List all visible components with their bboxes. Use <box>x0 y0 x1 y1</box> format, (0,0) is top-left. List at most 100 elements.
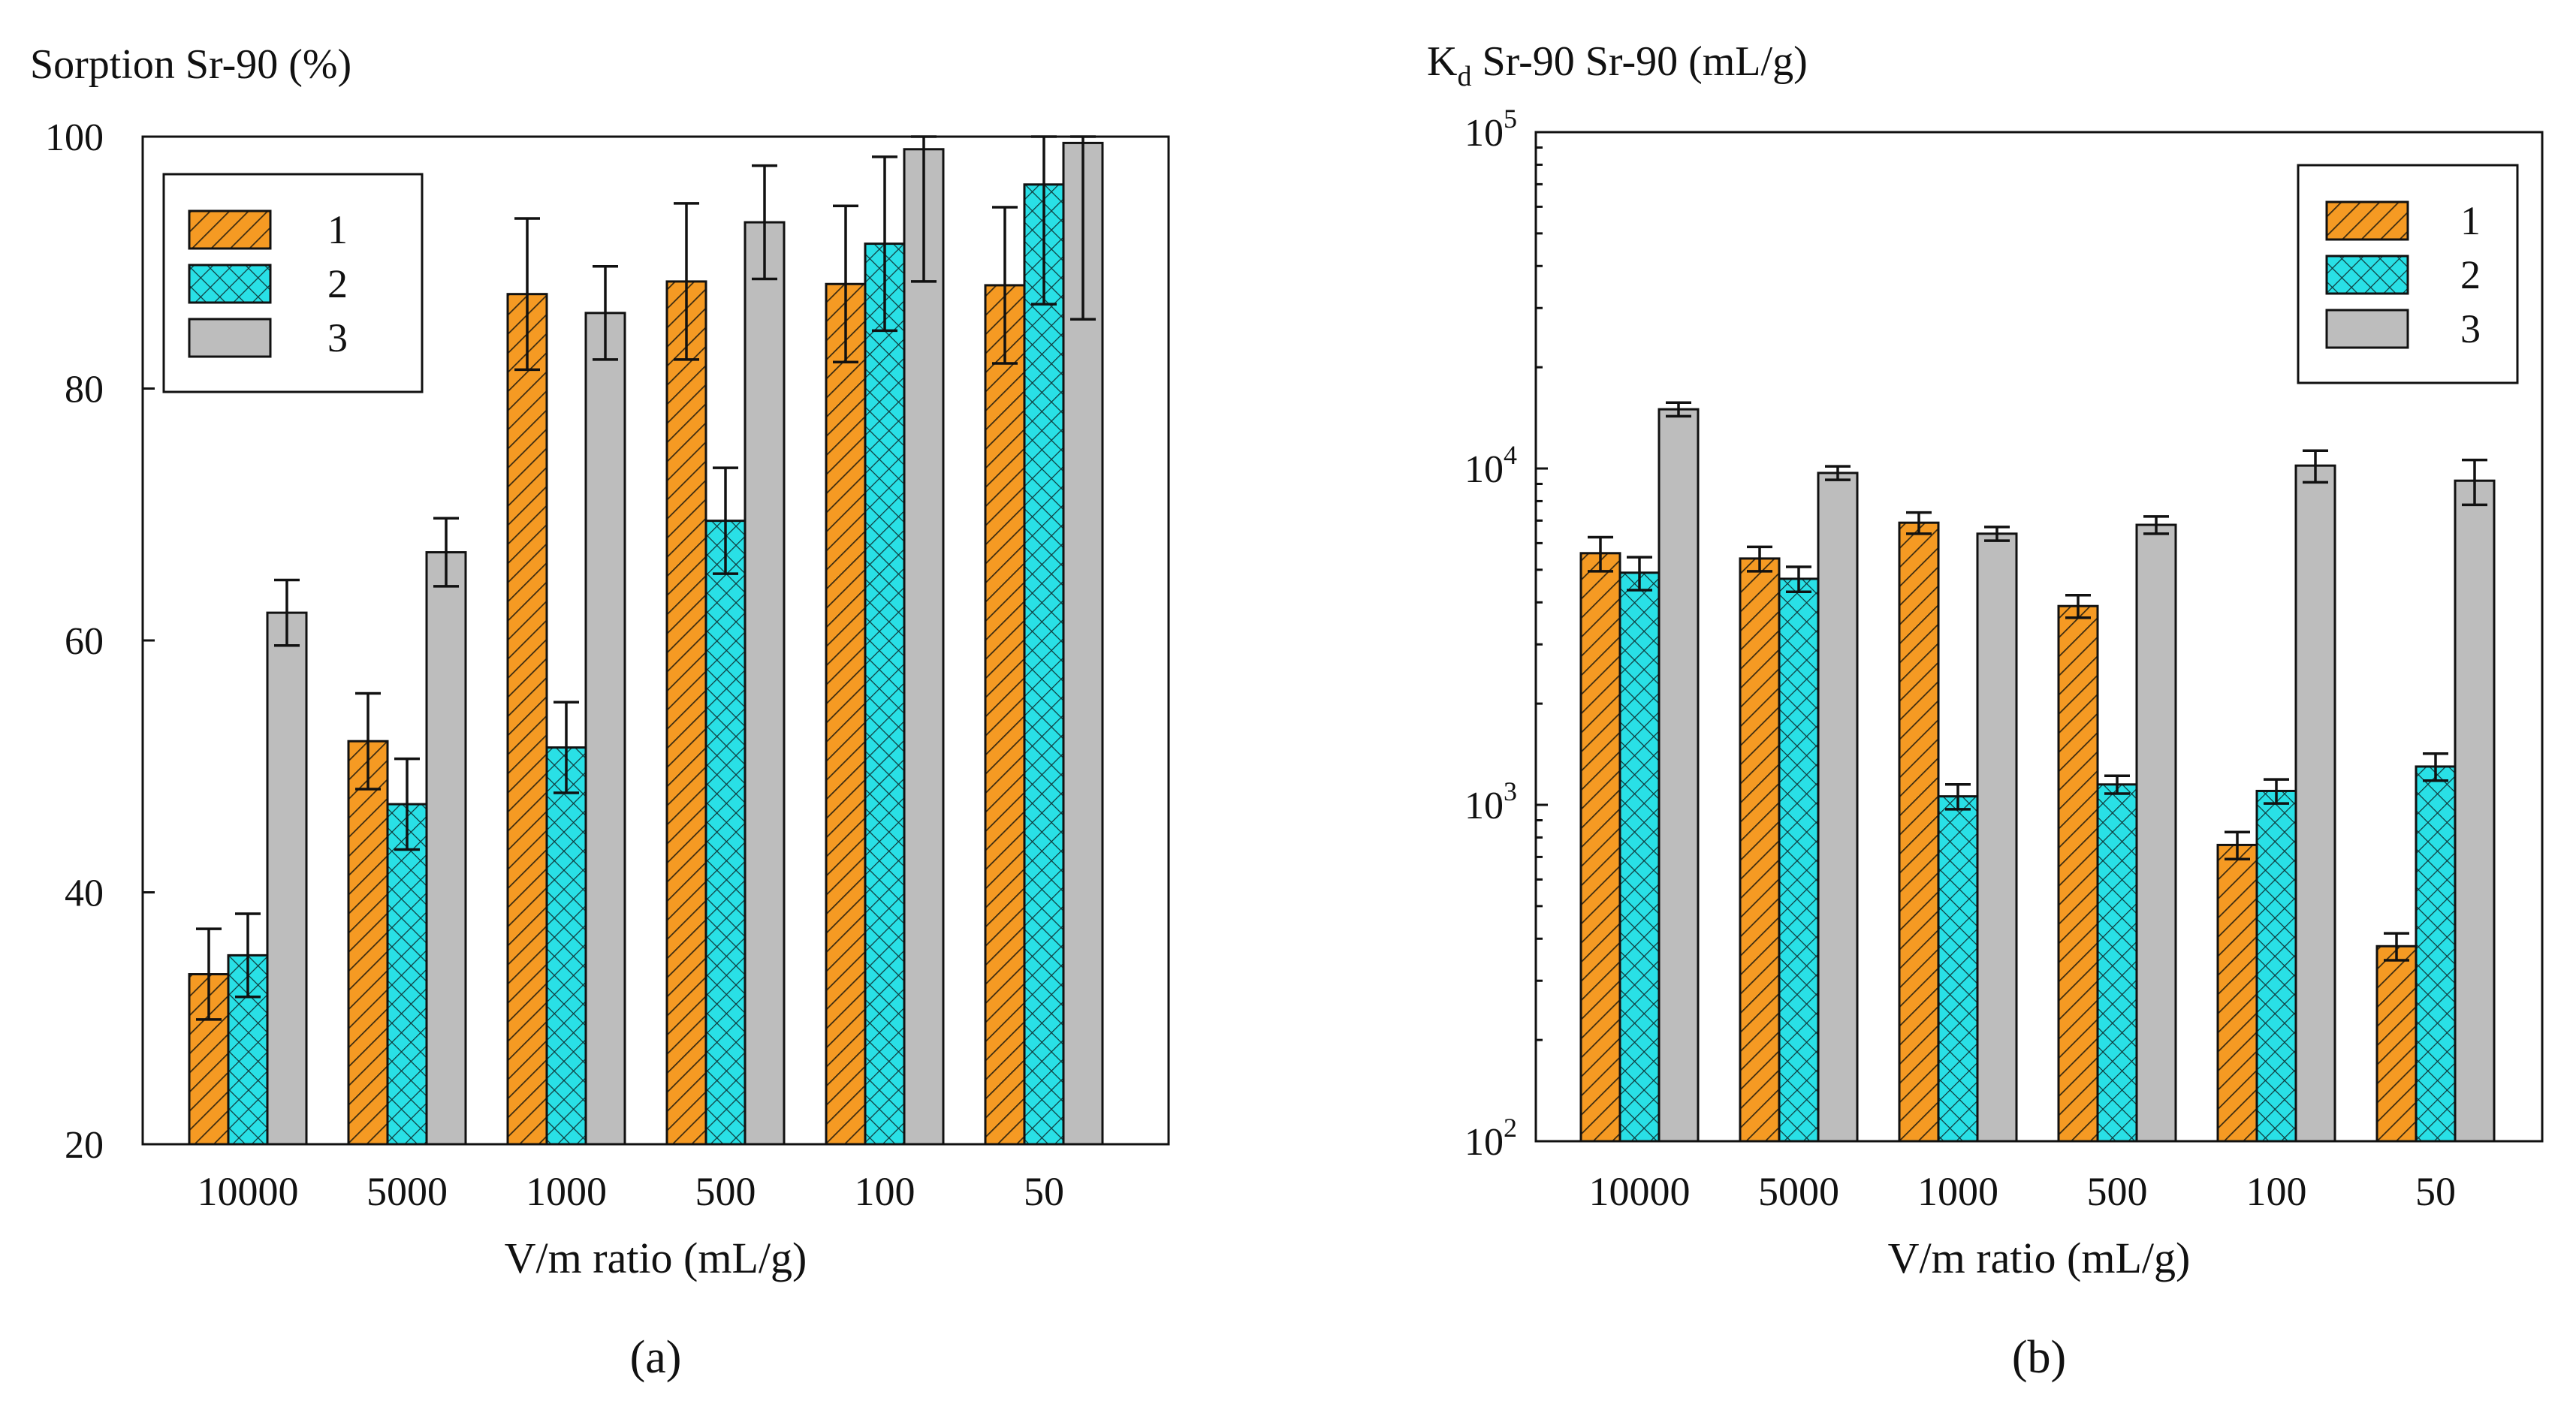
chart-b-bars <box>1579 401 2496 1143</box>
chart-a-error-bar-series-3-10000 <box>274 578 300 647</box>
chart-a-y-tick-label: 40 <box>65 872 104 915</box>
chart-b-y-tick-label: 104 <box>1464 440 1517 491</box>
chart-a-x-tick-label: 500 <box>695 1169 756 1214</box>
chart-b-bar-series-3-1000 <box>1976 532 2018 1143</box>
chart-b-title-sub: d <box>1457 61 1471 92</box>
chart-b-error-bar-series-3-5000 <box>1825 465 1851 481</box>
chart-a-bar-series-3-100 <box>903 148 945 1146</box>
legend-a-swatch-2 <box>188 264 272 304</box>
legend-a-label-2: 2 <box>327 261 348 306</box>
chart-b-bar-series-1-5000 <box>1739 557 1781 1143</box>
chart-b-error-bar-series-3-100 <box>2303 449 2328 484</box>
chart-a-y-ticks: 20 40 60 80 100 <box>45 116 155 1167</box>
chart-a-error-bar-series-3-5000 <box>433 517 459 588</box>
chart-a-error-bar-series-2-100 <box>872 155 897 333</box>
chart-b-title: Kd Sr-90 Sr-90 (mL/g) <box>1427 38 1808 92</box>
legend-b-label-3: 3 <box>2460 306 2481 351</box>
chart-b-bar-series-1-500 <box>2057 604 2099 1143</box>
chart-b-bar-series-2-100 <box>2255 789 2297 1143</box>
chart-a-bar-series-3-1000 <box>584 312 626 1146</box>
chart-b-x-axis-label: V/m ratio (mL/g) <box>1888 1234 2191 1282</box>
chart-a-x-tick-label: 1000 <box>526 1169 607 1214</box>
chart-b-y-tick-label: 102 <box>1464 1113 1517 1164</box>
chart-b-x-tick-label: 50 <box>2415 1169 2456 1214</box>
chart-b-y-tick-base: 10 <box>1464 785 1504 827</box>
chart-a: Sorption Sr-90 (%) 20 40 60 80 100 10000 5000… <box>30 41 1170 1383</box>
chart-a-bar-series-2-50 <box>1023 183 1065 1146</box>
chart-b-x-tick-label: 500 <box>2087 1169 2148 1214</box>
chart-a-bar-series-1-100 <box>825 282 867 1146</box>
legend-a-swatch-3 <box>188 318 272 358</box>
chart-a-bar-series-2-5000 <box>386 803 428 1146</box>
chart-b-y-tick-base: 10 <box>1464 448 1504 491</box>
chart-b-bar-series-1-50 <box>2375 945 2418 1143</box>
legend-b-swatch-1 <box>2325 200 2409 241</box>
chart-b-error-bar-series-1-100 <box>2225 830 2250 860</box>
chart-b-y-tick-exp: 3 <box>1504 776 1517 806</box>
chart-b-y-tick-label: 105 <box>1464 104 1517 155</box>
legend-b-swatch-3 <box>2325 309 2409 349</box>
chart-a-bars <box>188 135 1104 1146</box>
chart-a-error-bar-series-1-1000 <box>514 217 540 372</box>
chart-a-bar-series-1-5000 <box>347 740 389 1146</box>
legend-b-swatch-2 <box>2325 255 2409 295</box>
chart-b-error-bar-series-3-500 <box>2143 515 2169 535</box>
legend-b-label-1: 1 <box>2460 198 2481 243</box>
chart-a-error-bar-series-1-50 <box>992 206 1018 365</box>
chart-b-bar-series-1-10000 <box>1579 552 1621 1143</box>
chart-a-legend: 1 2 3 <box>162 173 424 393</box>
legend-a-swatch-1 <box>188 209 272 250</box>
chart-b-legend-frame <box>2297 164 2519 384</box>
chart-a-error-bar-series-2-1000 <box>554 700 579 794</box>
chart-a-bar-series-1-500 <box>665 280 707 1146</box>
chart-a-bar-series-1-1000 <box>506 293 548 1146</box>
chart-a-error-bar-series-1-10000 <box>196 927 222 1021</box>
chart-b-bar-series-3-10000 <box>1658 408 1700 1143</box>
chart-b-error-bar-series-1-5000 <box>1747 545 1772 573</box>
chart-b-y-tick-exp: 5 <box>1504 104 1517 134</box>
chart-a-bar-series-2-1000 <box>545 746 587 1146</box>
chart-a-bar-series-2-100 <box>864 243 906 1146</box>
chart-b-bar-series-2-500 <box>2096 783 2138 1143</box>
chart-b-error-bar-series-3-1000 <box>1984 526 2010 542</box>
chart-b-error-bar-series-1-50 <box>2384 932 2409 962</box>
chart-b-error-bar-series-2-1000 <box>1945 783 1971 811</box>
chart-b-error-bar-series-3-50 <box>2462 458 2487 507</box>
chart-a-error-bar-series-3-500 <box>752 164 777 281</box>
chart-b-bar-series-1-1000 <box>1898 521 1940 1143</box>
chart-b-error-bar-series-2-50 <box>2423 752 2448 782</box>
chart-a-error-bar-series-1-500 <box>674 202 699 361</box>
chart-b-title-main: K <box>1427 38 1457 85</box>
chart-b-error-bar-series-2-10000 <box>1627 556 1652 592</box>
chart-b-y-tick-base: 10 <box>1464 1121 1504 1164</box>
chart-a-panel-label: (a) <box>630 1332 682 1383</box>
chart-b-legend: 1 2 3 <box>2297 164 2519 384</box>
chart-a-bar-series-1-50 <box>984 284 1026 1146</box>
chart-a-legend-frame <box>162 173 424 393</box>
chart-b-y-tick-exp: 4 <box>1504 440 1517 470</box>
legend-a-label-3: 3 <box>327 315 348 360</box>
chart-b-x-tick-label: 10000 <box>1589 1169 1691 1214</box>
chart-a-x-tick-label: 5000 <box>366 1169 448 1214</box>
chart-a-bar-series-3-10000 <box>266 611 308 1146</box>
legend-a-label-1: 1 <box>327 207 348 252</box>
chart-b-x-ticks: 10000 5000 1000 500 100 50 <box>1589 1169 2457 1214</box>
chart-a-bar-series-2-500 <box>704 520 747 1146</box>
chart-b-bar-series-2-1000 <box>1937 795 1979 1143</box>
chart-b-bar-series-2-5000 <box>1778 577 1820 1143</box>
chart-b-bar-series-2-10000 <box>1618 571 1661 1143</box>
chart-b-x-tick-label: 1000 <box>1917 1169 1998 1214</box>
chart-b-panel-label: (b) <box>2012 1332 2066 1383</box>
chart-a-error-bar-series-2-500 <box>713 466 738 575</box>
chart-b-title-rest: Sr-90 Sr-90 (mL/g) <box>1471 38 1807 85</box>
chart-b-x-tick-label: 100 <box>2246 1169 2307 1214</box>
chart-b-error-bar-series-2-100 <box>2264 778 2289 805</box>
chart-a-x-tick-label: 10000 <box>198 1169 299 1214</box>
chart-a-y-tick-label: 60 <box>65 620 104 663</box>
chart-b-bar-series-3-50 <box>2454 479 2496 1143</box>
chart-a-x-tick-label: 50 <box>1024 1169 1064 1214</box>
chart-b-bar-series-3-500 <box>2135 523 2177 1143</box>
chart-b-bar-series-3-5000 <box>1817 472 1859 1143</box>
